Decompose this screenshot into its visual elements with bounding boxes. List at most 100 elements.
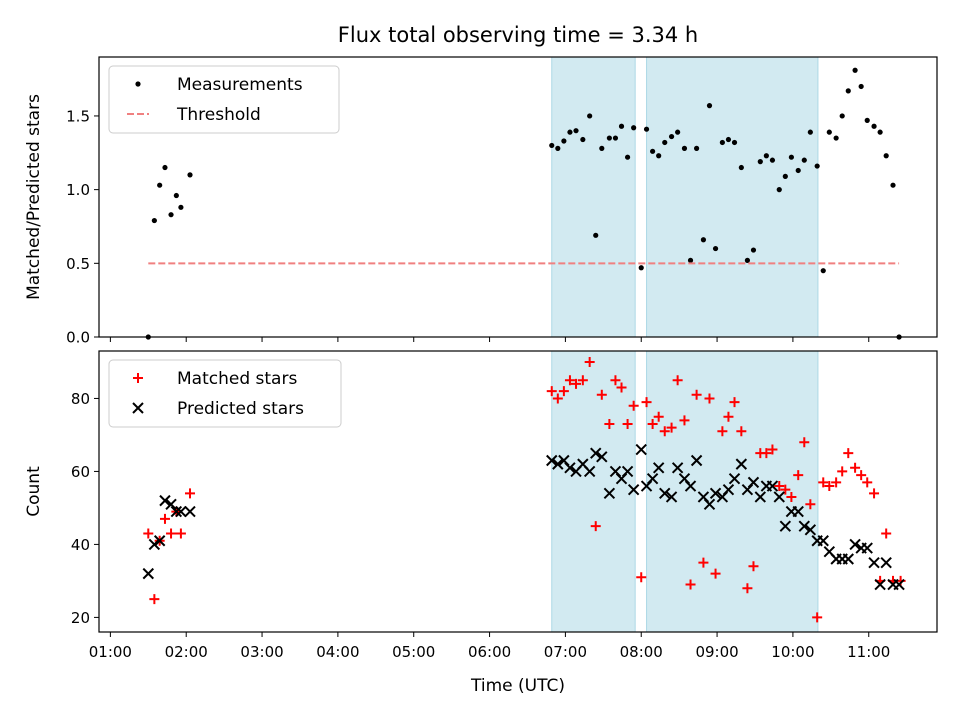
data-point (546, 454, 558, 467)
data-point (675, 129, 681, 135)
data-point (635, 443, 647, 456)
data-point (636, 572, 647, 583)
data-point (662, 139, 668, 146)
data-point (723, 411, 734, 422)
data-point (691, 389, 702, 400)
data-point (178, 204, 184, 210)
data-point (690, 454, 703, 467)
y-tick-label: 0.5 (66, 255, 90, 273)
legend-box (108, 65, 340, 134)
data-point (684, 480, 697, 492)
data-point (788, 154, 794, 160)
data-point (769, 157, 776, 163)
legend-label: Predicted stars (177, 399, 304, 419)
data-point (763, 153, 769, 159)
x-tick-label: 02:00 (165, 643, 208, 661)
chart-title: Flux total observing time = 3.34 h (338, 23, 698, 47)
data-point (706, 103, 713, 109)
data-point (596, 389, 607, 400)
legend-label: Threshold (176, 105, 261, 125)
data-point (861, 542, 873, 554)
data-point (580, 136, 586, 143)
data-point (773, 491, 785, 503)
legend-label: Matched stars (177, 369, 297, 389)
data-point (153, 535, 166, 547)
y-tick-label: 1.5 (66, 107, 90, 125)
y-tick-label: 20 (71, 609, 90, 627)
x-axis-label: Time (UTC) (470, 676, 565, 696)
y-axis-label: Count (24, 466, 44, 517)
data-point (143, 528, 154, 539)
data-point (869, 488, 880, 499)
data-point (666, 422, 677, 433)
data-point (151, 217, 157, 224)
data-point (573, 128, 579, 134)
x-tick-label: 09:00 (695, 643, 738, 661)
data-point (622, 418, 633, 429)
plot-frame (98, 56, 938, 338)
data-point (814, 163, 820, 169)
data-point (754, 491, 767, 503)
data-point (166, 528, 177, 539)
data-point (698, 557, 709, 568)
data-point (567, 129, 573, 135)
data-point (610, 375, 621, 386)
data-point (593, 232, 599, 238)
data-point (185, 488, 196, 499)
data-point (805, 499, 816, 510)
data-point (767, 444, 778, 455)
x-tick-label: 04:00 (316, 643, 359, 661)
data-point (850, 462, 861, 473)
data-point (650, 148, 656, 154)
data-point (656, 153, 662, 159)
data-point (665, 491, 678, 503)
data-point (631, 125, 637, 131)
data-point (546, 386, 557, 397)
y-axis-label: Matched/Predicted stars (24, 94, 44, 300)
data-point (564, 375, 575, 386)
data-point (712, 245, 719, 252)
data-point (184, 505, 196, 518)
x-tick-label: 11:00 (847, 643, 890, 661)
data-point (590, 447, 602, 459)
data-point (761, 448, 772, 459)
data-point (627, 483, 640, 496)
data-point (175, 505, 187, 518)
data-point (659, 426, 670, 437)
data-point (845, 88, 851, 94)
data-point (893, 578, 905, 591)
data-point (561, 138, 567, 144)
data-point (780, 484, 791, 495)
data-point (165, 498, 177, 510)
data-point (704, 393, 715, 404)
x-tick-label: 08:00 (620, 643, 663, 661)
data-point (890, 182, 896, 188)
data-point (149, 594, 160, 605)
count-panel: 20 40 60 80 01:00 02:00 03:00 04:00 05:00 06:00 07… (24, 350, 938, 661)
legend-box (108, 359, 342, 428)
x-tick-label: 05:00 (392, 643, 435, 661)
data-point (558, 386, 569, 397)
data-point (693, 145, 700, 151)
data-point (817, 535, 829, 547)
data-point (672, 375, 683, 386)
data-point (871, 123, 877, 129)
data-point (731, 139, 738, 146)
data-point (564, 462, 576, 474)
data-point (700, 237, 707, 243)
data-point (587, 113, 593, 119)
data-point (776, 187, 782, 193)
data-point (668, 133, 675, 140)
data-point (852, 67, 858, 73)
data-point (616, 382, 627, 393)
data-point (618, 123, 625, 129)
data-point (170, 505, 183, 518)
data-point (728, 473, 741, 485)
data-point (798, 520, 810, 532)
data-point (883, 153, 889, 159)
data-point (173, 192, 179, 199)
data-point (862, 477, 873, 488)
data-point (159, 494, 171, 507)
data-point (583, 465, 596, 478)
data-point (638, 265, 644, 271)
